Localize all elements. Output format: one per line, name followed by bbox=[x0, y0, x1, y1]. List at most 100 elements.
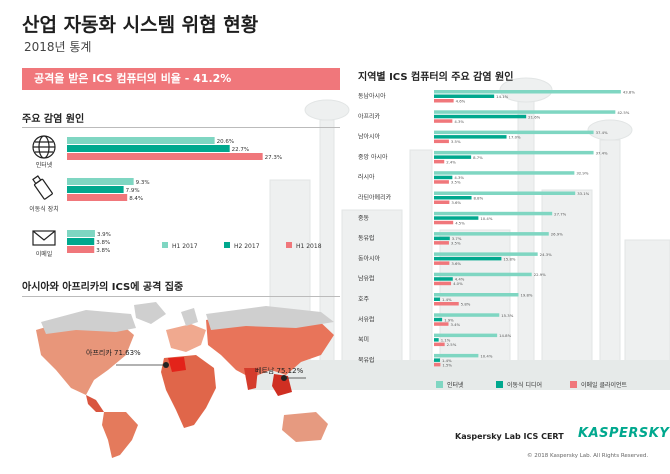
bar-value-label: 4.6% bbox=[456, 99, 466, 104]
india-shape bbox=[244, 368, 258, 390]
legend-label: 이메일 클라이언트 bbox=[581, 381, 628, 389]
bar-value-label: 4.4% bbox=[455, 277, 465, 282]
bar bbox=[434, 297, 440, 301]
bar-value-label: 1.4% bbox=[442, 297, 452, 302]
canada-shape bbox=[41, 310, 136, 334]
legend-label: H1 2018 bbox=[296, 243, 322, 250]
region-label: 북미 bbox=[358, 336, 369, 344]
bar bbox=[67, 230, 95, 237]
bar bbox=[434, 94, 495, 98]
region-label: 서유럽 bbox=[358, 315, 375, 323]
regional-title: 지역별 ICS 컴퓨터의 주요 감염 원인 bbox=[358, 72, 514, 83]
region-label: 북유럽 bbox=[358, 356, 375, 364]
bar bbox=[434, 171, 575, 175]
legend-swatch bbox=[286, 242, 292, 248]
bar-value-label: 26.9% bbox=[551, 232, 563, 237]
category-label-usb: 이동식 장치 bbox=[29, 206, 59, 213]
bar-value-label: 27.3% bbox=[265, 155, 282, 161]
bar bbox=[434, 338, 439, 342]
region-label: 호주 bbox=[358, 296, 370, 303]
bar bbox=[434, 261, 450, 265]
bar-value-label: 2.4% bbox=[446, 159, 456, 164]
bar bbox=[67, 153, 263, 160]
region-label: 남유럽 bbox=[358, 275, 375, 283]
world-map bbox=[36, 302, 334, 458]
footer-brand: Kaspersky Lab ICS CERT bbox=[455, 432, 564, 441]
bar-value-label: 21.6% bbox=[528, 114, 540, 119]
callout-marker-africa bbox=[163, 362, 169, 368]
legend-label: 이동식 디디어 bbox=[507, 381, 542, 389]
region-label: 남아시아 bbox=[358, 133, 381, 141]
bar-value-label: 33.1% bbox=[577, 191, 589, 196]
bar bbox=[67, 246, 95, 253]
russia-shape bbox=[206, 306, 334, 330]
bar-value-label: 8.8% bbox=[474, 196, 484, 201]
bar bbox=[434, 232, 549, 236]
bar bbox=[434, 272, 532, 277]
legend-label: H2 2017 bbox=[234, 243, 260, 250]
legend-swatch bbox=[162, 242, 168, 248]
bar bbox=[434, 110, 616, 114]
region-label: 동남아시아 bbox=[358, 92, 386, 100]
regional-chart: 동남아시아 43.8% 14.1% 4.6% 아프리카 42.5% 21.6% 4.3% 남아시… bbox=[358, 90, 635, 390]
bar bbox=[434, 293, 519, 297]
page-subtitle: 2018년 통계 bbox=[24, 40, 92, 54]
legend-swatch bbox=[436, 381, 443, 388]
bar bbox=[434, 342, 445, 347]
bar bbox=[434, 236, 450, 241]
africa-shape bbox=[161, 355, 216, 428]
ics-attacked-banner: 공격을 받은 ICS 컴퓨터의 비율 - 41.2% bbox=[22, 68, 340, 90]
divider bbox=[22, 296, 340, 297]
bar-value-label: 14.8% bbox=[499, 333, 511, 338]
bar bbox=[434, 241, 449, 245]
bar bbox=[434, 216, 479, 220]
bar bbox=[67, 178, 134, 185]
greenland-shape bbox=[134, 302, 166, 324]
bar bbox=[434, 333, 498, 338]
bar bbox=[434, 362, 441, 367]
bar bbox=[67, 137, 215, 144]
bar-value-label: 2.5% bbox=[447, 342, 457, 347]
bar-value-label: 32.9% bbox=[576, 171, 588, 176]
bar bbox=[434, 139, 449, 144]
callout-marker-vietnam bbox=[281, 375, 287, 381]
bar bbox=[434, 159, 445, 164]
asia-africa-title: 아시아와 아프리카의 ICS에 공격 집중 bbox=[22, 282, 184, 293]
europe-shape bbox=[166, 324, 206, 352]
bar bbox=[434, 155, 472, 159]
bar bbox=[434, 114, 527, 119]
bar bbox=[434, 313, 500, 317]
region-label: 라틴아메리카 bbox=[358, 194, 392, 202]
callout-vietnam: 베트남 75.12% bbox=[255, 367, 304, 375]
bar bbox=[434, 317, 443, 322]
legend-label: H1 2017 bbox=[172, 243, 198, 250]
bar-value-label: 3.5% bbox=[451, 139, 461, 144]
bar-value-label: 3.6% bbox=[451, 200, 461, 205]
southeast-asia-shape bbox=[272, 374, 292, 396]
bar bbox=[434, 302, 459, 306]
bar-value-label: 3.5% bbox=[451, 180, 461, 185]
main-sources-title: 주요 감염 원인 bbox=[22, 114, 85, 125]
bar bbox=[434, 256, 502, 261]
bar-value-label: 43.8% bbox=[623, 90, 635, 95]
region-label: 중동 bbox=[358, 215, 370, 222]
copyright: © 2018 Kaspersky Lab. All Rights Reserve… bbox=[527, 453, 649, 459]
page-title: 산업 자동화 시스템 위협 현황 bbox=[22, 14, 259, 36]
algeria-highlight bbox=[168, 357, 186, 372]
bar-value-label: 15.8% bbox=[503, 256, 515, 261]
bar-value-label: 37.4% bbox=[596, 130, 608, 135]
bar-value-label: 9.3% bbox=[136, 180, 150, 186]
bar-value-label: 1.9% bbox=[444, 317, 454, 322]
bar bbox=[434, 281, 452, 286]
bar-value-label: 3.8% bbox=[96, 240, 110, 246]
bar-value-label: 7.9% bbox=[126, 188, 140, 194]
bar-value-label: 1.1% bbox=[441, 338, 451, 343]
bar bbox=[434, 358, 440, 362]
bar-value-label: 19.8% bbox=[520, 293, 532, 298]
bar-value-label: 5.8% bbox=[461, 302, 471, 307]
bar-value-label: 3.6% bbox=[451, 261, 461, 266]
bar bbox=[434, 322, 449, 326]
bar bbox=[434, 99, 454, 103]
south-america-shape bbox=[102, 412, 138, 458]
bar bbox=[67, 194, 128, 201]
